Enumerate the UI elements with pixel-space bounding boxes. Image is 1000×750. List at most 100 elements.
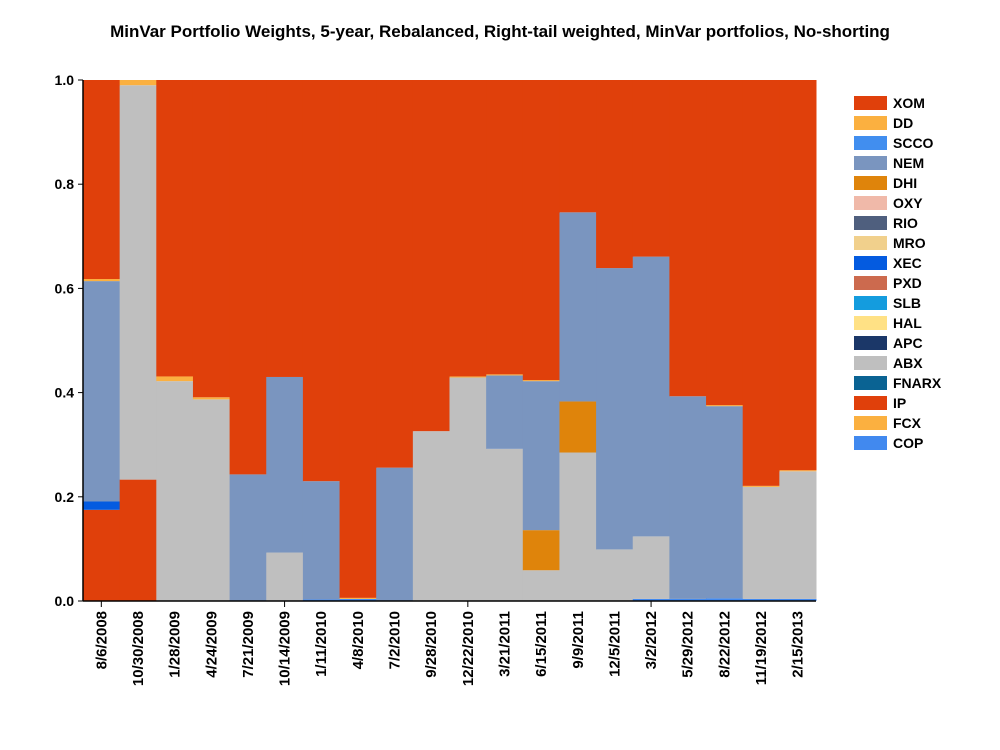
bar-segment-xom <box>742 80 780 486</box>
bar-segment-abx <box>119 85 157 480</box>
legend-label: SLB <box>893 295 921 311</box>
bar-segment-xom <box>486 80 524 375</box>
legend-swatch <box>854 116 887 130</box>
bar-segment-abx <box>192 399 231 601</box>
bar-segment-nem <box>559 212 597 402</box>
legend-label: FCX <box>893 415 922 431</box>
bar-segment-abx <box>156 381 194 601</box>
legend-label: RIO <box>893 215 918 231</box>
bar-segment-cop <box>779 598 817 601</box>
x-tick-label: 1/28/2009 <box>167 611 184 678</box>
legend-label: SCCO <box>893 135 934 151</box>
bar-segment-dd <box>449 376 487 378</box>
legend-label: FNARX <box>893 375 942 391</box>
legend-swatch <box>854 136 887 150</box>
x-tick-label: 5/29/2012 <box>680 611 697 678</box>
y-tick-label: 0.6 <box>55 280 75 296</box>
x-tick-label: 4/8/2010 <box>350 611 367 669</box>
x-tick-label: 3/2/2012 <box>643 611 660 669</box>
chart-title: MinVar Portfolio Weights, 5-year, Rebala… <box>110 22 890 41</box>
bar-segment-xom <box>229 80 267 475</box>
axes-layer: 0.0 0.2 0.4 0.6 0.8 1.0 8/6/2008 10/30/2008 1/28… <box>55 72 816 686</box>
bar-segment-xom <box>449 80 487 377</box>
legend-swatch <box>854 356 887 370</box>
legend-item-abx: ABX <box>854 355 923 371</box>
x-tick-label: 10/30/2008 <box>130 611 147 686</box>
legend-label: DD <box>893 115 913 131</box>
bar-segment-dhi <box>522 530 560 571</box>
legend-label: NEM <box>893 155 924 171</box>
legend-swatch <box>854 336 887 350</box>
legend-item-fcx: FCX <box>854 415 922 431</box>
bar-segment-abx <box>742 486 780 599</box>
bar-segment-xom <box>302 80 341 482</box>
legend-swatch <box>854 176 887 190</box>
legend-item-scco: SCCO <box>854 135 934 151</box>
legend-swatch <box>854 416 887 430</box>
y-tick-label: 1.0 <box>55 72 75 88</box>
legend-swatch <box>854 316 887 330</box>
legend-swatch <box>854 276 887 290</box>
legend-item-xec: XEC <box>854 255 922 271</box>
bar-segment-dd <box>522 380 560 382</box>
legend-item-nem: NEM <box>854 155 924 171</box>
legend-swatch <box>854 196 887 210</box>
legend-item-hal: HAL <box>854 315 922 331</box>
bar-segment-cop <box>302 599 341 601</box>
legend-item-mro: MRO <box>854 235 926 251</box>
bar-segment-cop <box>742 598 780 601</box>
bar-segment-xom <box>706 80 744 406</box>
bar-segment-nem <box>706 406 744 599</box>
legend-swatch <box>854 256 887 270</box>
bar-segment-nem <box>229 474 267 601</box>
legend: XOM DD SCCO NEM DHI OXY RIO MRO XEC PXD SLB HAL APC A… <box>854 95 942 451</box>
legend-label: XOM <box>893 95 925 111</box>
legend-swatch <box>854 376 887 390</box>
y-tick-label: 0.0 <box>55 593 75 609</box>
legend-swatch <box>854 236 887 250</box>
bar-segment-dd <box>486 374 524 376</box>
bar-segment-xom <box>559 80 597 213</box>
bar-segment-abx <box>412 431 450 601</box>
bar-segment-dd <box>706 405 744 407</box>
legend-swatch <box>854 216 887 230</box>
bar-segment-abx <box>522 570 560 601</box>
bar-segment-nem <box>669 396 707 599</box>
legend-label: HAL <box>893 315 922 331</box>
legend-label: PXD <box>893 275 922 291</box>
x-tick-label: 11/19/2012 <box>753 611 770 685</box>
bar-segment-cop <box>669 598 707 601</box>
bar-segment-xom <box>522 80 560 381</box>
legend-item-oxy: OXY <box>854 195 923 211</box>
bar-segment-abx <box>266 552 304 601</box>
bar-segment-dd <box>779 470 817 472</box>
legend-label: COP <box>893 435 923 451</box>
bar-segment-xom <box>632 80 670 257</box>
legend-item-ip: IP <box>854 395 906 411</box>
legend-item-slb: SLB <box>854 295 921 311</box>
legend-swatch <box>854 436 887 450</box>
bar-segment-xom <box>83 80 121 280</box>
bar-segment-abx <box>632 536 670 599</box>
bar-segment-nem <box>302 481 341 600</box>
bar-segment-abx <box>779 471 817 599</box>
bar-segment-abx <box>486 448 524 601</box>
x-tick-label: 9/9/2011 <box>570 611 587 669</box>
legend-item-pxd: PXD <box>854 275 922 291</box>
legend-item-cop: COP <box>854 435 923 451</box>
legend-label: MRO <box>893 235 926 251</box>
bars-layer <box>83 80 817 601</box>
x-tick-label: 12/5/2011 <box>606 611 623 677</box>
legend-swatch <box>854 156 887 170</box>
bar-segment-nem <box>596 268 634 550</box>
bar-segment-cop <box>632 598 670 601</box>
bar-segment-xec <box>83 501 121 510</box>
bar-segment-xom <box>412 80 450 432</box>
bar-segment-xom <box>192 80 231 398</box>
legend-item-dhi: DHI <box>854 175 917 191</box>
legend-item-rio: RIO <box>854 215 918 231</box>
legend-item-apc: APC <box>854 335 923 351</box>
x-tick-label: 7/21/2009 <box>240 611 257 678</box>
bar-segment-nem <box>376 467 414 601</box>
